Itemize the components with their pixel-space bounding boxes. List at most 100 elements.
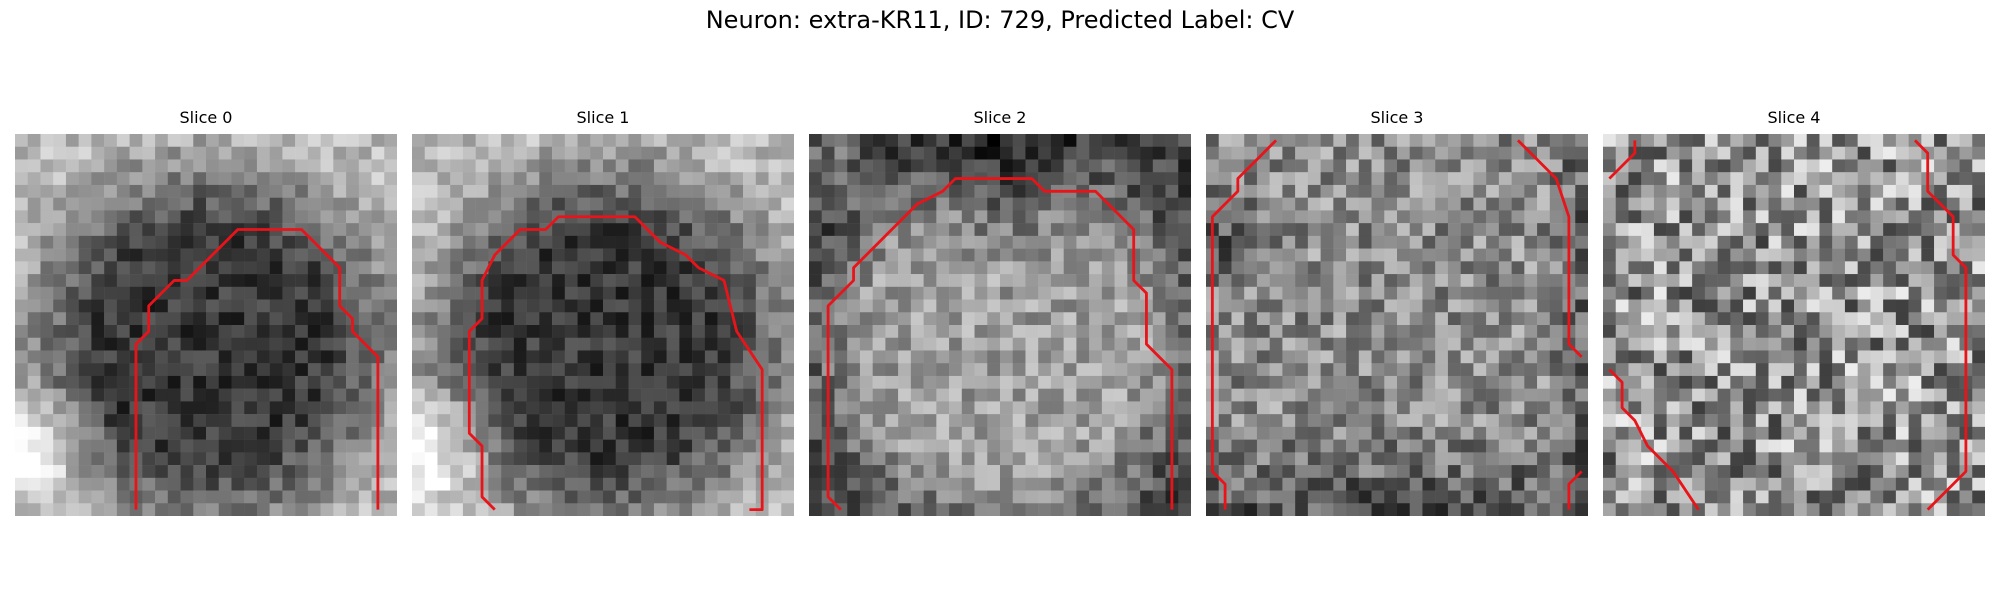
pixel-cell: [704, 184, 718, 198]
pixel-cell: [180, 439, 194, 453]
pixel-cell: [1435, 172, 1449, 186]
pixel-cell: [1435, 414, 1449, 428]
pixel-cell: [910, 337, 924, 351]
pixel-cell: [1486, 388, 1500, 402]
pixel-cell: [1384, 426, 1398, 440]
pixel-cell: [1447, 184, 1461, 198]
pixel-cell: [1806, 223, 1820, 237]
pixel-cell: [40, 184, 54, 198]
pixel-cell: [923, 375, 937, 389]
pixel-cell: [1972, 375, 1985, 389]
pixel-cell: [1422, 248, 1436, 262]
pixel-cell: [526, 159, 540, 173]
pixel-cell: [1679, 274, 1693, 288]
pixel-cell: [116, 134, 130, 147]
pixel-cell: [1679, 299, 1693, 313]
pixel-cell: [231, 465, 245, 479]
pixel-cell: [923, 388, 937, 402]
pixel-cell: [1498, 172, 1512, 186]
pixel-cell: [936, 337, 950, 351]
pixel-cell: [180, 490, 194, 504]
pixel-cell: [1819, 210, 1833, 224]
pixel-cell: [590, 261, 604, 275]
pixel-cell: [346, 261, 360, 275]
pixel-cell: [1641, 465, 1655, 479]
pixel-cell: [1295, 452, 1309, 466]
pixel-cell: [282, 503, 296, 516]
pixel-cell: [1781, 414, 1795, 428]
pixel-cell: [1794, 388, 1807, 402]
pixel-cell: [1244, 503, 1258, 516]
pixel-cell: [1127, 414, 1141, 428]
pixel-cell: [256, 452, 270, 466]
pixel-cell: [206, 299, 219, 313]
pixel-cell: [1806, 375, 1820, 389]
pixel-cell: [1575, 363, 1588, 377]
contour-line: [134, 228, 380, 510]
pixel-cell: [1409, 465, 1423, 479]
pixel-cell: [65, 375, 79, 389]
pixel-cell: [615, 286, 629, 300]
pixel-cell: [603, 414, 616, 428]
pixel-cell: [590, 274, 604, 288]
pixel-cell: [910, 299, 924, 313]
pixel-cell: [1320, 452, 1334, 466]
pixel-cell: [1549, 159, 1563, 173]
pixel-cell: [692, 414, 706, 428]
pixel-cell: [1666, 490, 1680, 504]
pixel-cell: [1575, 223, 1588, 237]
pixel-cell: [218, 210, 232, 224]
pixel-cell: [809, 363, 822, 377]
pixel-cell: [539, 159, 553, 173]
pixel-cell: [15, 388, 28, 402]
pixel-cell: [552, 477, 566, 491]
pixel-cell: [1704, 477, 1718, 491]
pixel-cell: [987, 350, 1001, 364]
pixel-cell: [1641, 248, 1655, 262]
pixel-cell: [462, 197, 476, 211]
pixel-cell: [1152, 426, 1166, 440]
pixel-cell: [859, 414, 873, 428]
pixel-cell: [1717, 490, 1731, 504]
pixel-cell: [1320, 235, 1334, 249]
pixel-cell: [320, 299, 334, 313]
pixel-cell: [1743, 363, 1757, 377]
pixel-cell: [1384, 325, 1398, 338]
pixel-cell: [91, 210, 105, 224]
pixel-cell: [755, 350, 769, 364]
pixel-cell: [755, 159, 769, 173]
pixel-cell: [961, 184, 975, 198]
pixel-cell: [603, 503, 616, 516]
pixel-cell: [1320, 312, 1334, 326]
pixel-cell: [53, 159, 67, 173]
pixel-cell: [603, 439, 616, 453]
pixel-cell: [526, 337, 540, 351]
pixel-cell: [412, 184, 425, 198]
pixel-cell: [244, 134, 258, 147]
pixel-cell: [564, 490, 578, 504]
pixel-cell: [1165, 146, 1179, 160]
pixel-cell: [1946, 490, 1960, 504]
pixel-cell: [320, 465, 334, 479]
pixel-cell: [167, 299, 181, 313]
pixel-cell: [1140, 503, 1154, 516]
pixel-cell: [218, 146, 232, 160]
pixel-cell: [1730, 299, 1744, 313]
pixel-cell: [1435, 350, 1449, 364]
pixel-cell: [1819, 325, 1833, 338]
pixel-cell: [1025, 503, 1039, 516]
pixel-cell: [1346, 299, 1360, 313]
pixel-cell: [1730, 172, 1744, 186]
pixel-cell: [1653, 197, 1667, 211]
pixel-cell: [1333, 146, 1347, 160]
pixel-cell: [781, 465, 794, 479]
pixel-cell: [1870, 465, 1884, 479]
pixel-cell: [129, 223, 143, 237]
pixel-cell: [666, 197, 680, 211]
pixel-cell: [501, 465, 515, 479]
pixel-cell: [1704, 490, 1718, 504]
pixel-cell: [180, 350, 194, 364]
pixel-cell: [1717, 401, 1731, 415]
pixel-cell: [462, 477, 476, 491]
pixel-cell: [1333, 414, 1347, 428]
